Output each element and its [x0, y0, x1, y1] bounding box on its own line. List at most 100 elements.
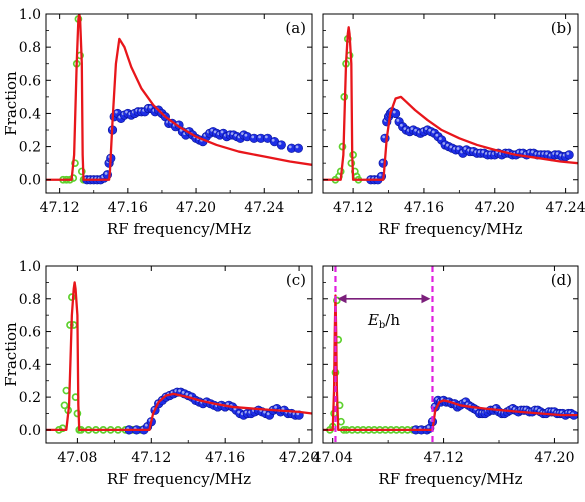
- data-point-highlight: [295, 145, 299, 149]
- data-point-highlight: [125, 110, 128, 114]
- data-point-highlight: [380, 160, 384, 164]
- y-tick-label: 1.0: [19, 7, 41, 23]
- axes-frame: [322, 13, 579, 194]
- data-point-highlight: [399, 123, 403, 127]
- data-point-highlight: [414, 128, 417, 132]
- x-tick-label: 47.20: [475, 200, 515, 216]
- panel-b: 47.12 47.16 47.20 47.24 RF frequency/MHz (b): [322, 13, 585, 238]
- axes-frame: [45, 13, 313, 194]
- data-point-highlight: [431, 130, 435, 134]
- data-point-highlight: [114, 110, 118, 114]
- data-point-highlight: [149, 105, 152, 109]
- data-point-blue: [378, 158, 388, 168]
- y-tick-label: 0.4: [19, 106, 41, 122]
- data-point-highlight: [566, 152, 570, 155]
- data-point-highlight: [244, 133, 248, 137]
- data-point-highlight: [410, 127, 414, 131]
- data-point-highlight: [144, 423, 148, 427]
- energy-subscript: b: [379, 320, 385, 331]
- y-tick-label: 0.0: [19, 423, 41, 439]
- data-point-highlight: [237, 410, 241, 414]
- y-axis-label: Fraction: [2, 322, 20, 387]
- data-point-highlight: [220, 130, 224, 134]
- data-point-highlight: [442, 142, 446, 145]
- x-tick-label: 47.16: [205, 450, 245, 466]
- x-tick-label: 47.16: [108, 200, 148, 216]
- data-point-highlight: [271, 138, 275, 142]
- axes-frame: [322, 265, 579, 444]
- panel-label: (d): [551, 271, 572, 289]
- data-point-highlight: [251, 135, 255, 139]
- data-point-highlight: [378, 173, 382, 177]
- data-point-blue: [391, 108, 401, 119]
- x-tick-label: 47.20: [534, 450, 574, 466]
- data-point-green: [71, 159, 79, 168]
- y-tick-label: 0.8: [19, 40, 41, 56]
- data-point-blue: [564, 150, 574, 160]
- data-point-highlight: [493, 405, 497, 409]
- arrow-head-right: [421, 294, 431, 304]
- x-tick-label: 47.12: [131, 450, 171, 466]
- x-tick-label: 47.24: [244, 200, 284, 216]
- axes-frame: [45, 265, 313, 444]
- data-point-highlight: [178, 389, 181, 393]
- energy-suffix: /h: [385, 311, 400, 329]
- data-point-highlight: [288, 145, 292, 149]
- data-point-highlight: [449, 145, 453, 149]
- data-point-highlight: [463, 399, 466, 403]
- x-tick-label: 47.12: [40, 200, 80, 216]
- data-point-highlight: [456, 147, 460, 150]
- x-axis-label: RF frequency/MHz: [378, 220, 522, 238]
- data-point-highlight: [545, 152, 548, 155]
- y-axis-label: Fraction: [2, 71, 20, 136]
- x-tick-label: 47.08: [57, 450, 97, 466]
- x-axis-label: RF frequency/MHz: [107, 220, 251, 238]
- y-tick-label: 0.6: [19, 73, 41, 89]
- x-tick-label: 47.16: [404, 200, 444, 216]
- plot-area: [46, 14, 312, 185]
- data-point-highlight: [234, 133, 238, 137]
- data-point-highlight: [281, 407, 285, 411]
- panel-c: 0.0 0.2 0.4 0.6 0.8 1.0 47.08 47.12 47.16 47.20 RF…: [2, 259, 319, 488]
- data-point-highlight: [435, 133, 439, 137]
- data-point-highlight: [446, 143, 449, 147]
- y-tick-label: 0.4: [19, 357, 41, 373]
- data-point-highlight: [555, 152, 559, 155]
- data-point-green: [66, 321, 74, 329]
- y-tick-label: 1.0: [19, 259, 41, 275]
- data-point-highlight: [181, 391, 185, 394]
- data-point-highlight: [463, 147, 467, 150]
- x-tick-label: 47.12: [333, 200, 373, 216]
- data-point-highlight: [403, 127, 407, 131]
- y-tick-label: 0.0: [19, 173, 41, 189]
- data-point-highlight: [185, 392, 189, 396]
- plot-area: [46, 281, 312, 435]
- data-point-highlight: [428, 128, 432, 132]
- plot-area: [323, 266, 578, 443]
- data-point-highlight: [481, 150, 485, 154]
- y-tick-label: 0.2: [19, 140, 41, 156]
- data-point-green: [77, 167, 86, 176]
- data-point-highlight: [210, 128, 214, 132]
- y-tick-label: 0.2: [19, 390, 41, 406]
- panel-label: (b): [551, 19, 572, 37]
- data-point-highlight: [274, 405, 278, 409]
- y-tick-label: 0.8: [19, 292, 41, 308]
- data-point-highlight: [104, 171, 108, 175]
- data-point-highlight: [230, 132, 234, 135]
- panel-d: 47.04 47.12 47.20 RF frequency/MHz (d) Eb/h: [313, 265, 579, 488]
- energy-annotation: Eb/h: [367, 311, 400, 331]
- data-point-highlight: [226, 402, 229, 406]
- data-point-highlight: [278, 142, 282, 145]
- data-point-highlight: [427, 425, 430, 429]
- data-point-highlight: [266, 412, 270, 416]
- y-tick-label: 0.6: [19, 325, 41, 341]
- data-point-highlight: [258, 135, 261, 139]
- data-point-highlight: [438, 137, 442, 140]
- data-point-blue: [293, 143, 303, 153]
- data-point-highlight: [264, 135, 268, 139]
- data-point-green: [60, 401, 69, 410]
- plot-area: [323, 26, 578, 185]
- data-point-highlight: [424, 127, 428, 131]
